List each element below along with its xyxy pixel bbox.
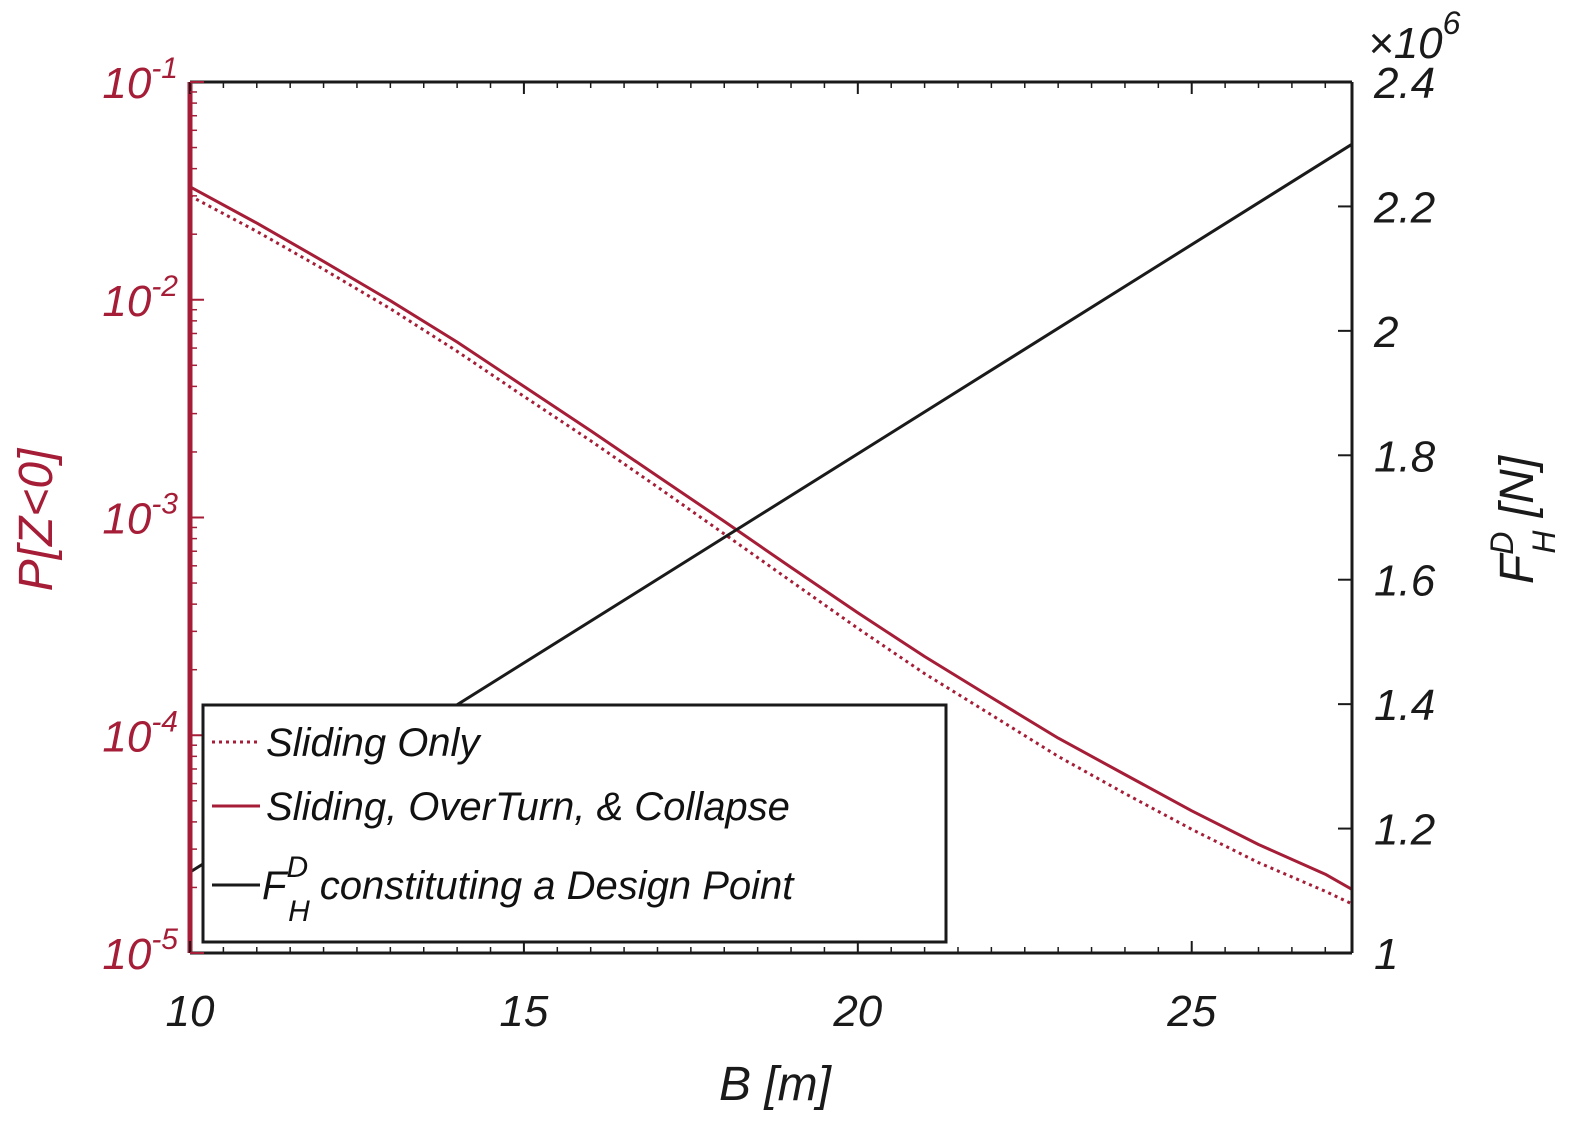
y-left-tick-base: 10 <box>102 277 151 326</box>
y-right-tick-label: 1.6 <box>1374 557 1436 606</box>
y-axis-right-multiplier-exp: 6 <box>1443 5 1461 41</box>
y-right-tick-label: 2 <box>1373 308 1398 357</box>
y-left-tick-exponent: -4 <box>151 705 178 738</box>
y-left-tick-label: 10-1 <box>102 52 178 108</box>
y-left-tick-label: 10-3 <box>102 488 178 544</box>
y-axis-left-label: P[Z<0] <box>10 447 63 591</box>
legend-label-design-point-sup: D <box>286 851 308 884</box>
series-line-sliding-only <box>189 194 1353 906</box>
legend-box <box>201 703 948 944</box>
y-left-tick-base: 10 <box>102 930 151 979</box>
legend-label-sliding-overturn-collapse: Sliding, OverTurn, & Collapse <box>266 785 790 829</box>
y-right-tick-label: 1 <box>1374 930 1398 979</box>
y-left-tick-base: 10 <box>102 59 151 108</box>
x-tick-label: 20 <box>832 987 882 1036</box>
y-right-tick-label: 1.8 <box>1374 432 1436 481</box>
y-axis-right-label-base: F <box>1491 552 1544 584</box>
legend-label-sliding-only: Sliding Only <box>266 721 482 765</box>
legend-label-design-point-text: constituting a Design Point <box>320 864 796 908</box>
y-left-tick-label: 10-4 <box>102 705 178 761</box>
x-tick-label: 25 <box>1166 987 1216 1036</box>
y-left-tick-label: 10-5 <box>102 923 178 979</box>
y-left-tick-base: 10 <box>102 712 151 761</box>
y-left-tick-base: 10 <box>102 495 151 544</box>
legend-label-design-point-sub: H <box>288 895 310 928</box>
y-right-tick-label: 2.2 <box>1373 183 1435 232</box>
y-axis-right-label-sub: H <box>1526 530 1562 554</box>
legend-label-design-point: FD Hconstituting a Design Point <box>262 851 795 928</box>
x-tick-label: 15 <box>499 987 548 1036</box>
y-left-tick-exponent: -1 <box>151 52 178 85</box>
y-axis-right-multiplier: ×106 <box>1368 5 1461 68</box>
y-left-tick-exponent: -2 <box>151 270 178 303</box>
y-axis-right-multiplier-base: ×10 <box>1368 19 1443 68</box>
y-left-tick-exponent: -3 <box>151 488 178 521</box>
y-axis-right-label-unit: [N] <box>1491 454 1544 530</box>
legend-label-design-point-base: F <box>262 864 289 908</box>
y-axis-right-label: FD H [N] <box>1484 454 1562 584</box>
y-right-tick-label: 2.4 <box>1373 59 1435 108</box>
y-right-tick-label: 1.4 <box>1374 681 1435 730</box>
y-left-tick-label: 10-2 <box>102 270 178 326</box>
y-left-tick-exponent: -5 <box>151 923 178 956</box>
x-tick-label: 10 <box>166 987 215 1036</box>
x-axis-label: B [m] <box>719 1058 833 1111</box>
y-right-tick-label: 1.2 <box>1374 806 1435 855</box>
series-line-sliding-overturn-collapse <box>189 185 1353 891</box>
legend: Sliding Only Sliding, OverTurn, & Collap… <box>201 703 948 944</box>
y-axis-right-label-sup: D <box>1484 532 1520 555</box>
